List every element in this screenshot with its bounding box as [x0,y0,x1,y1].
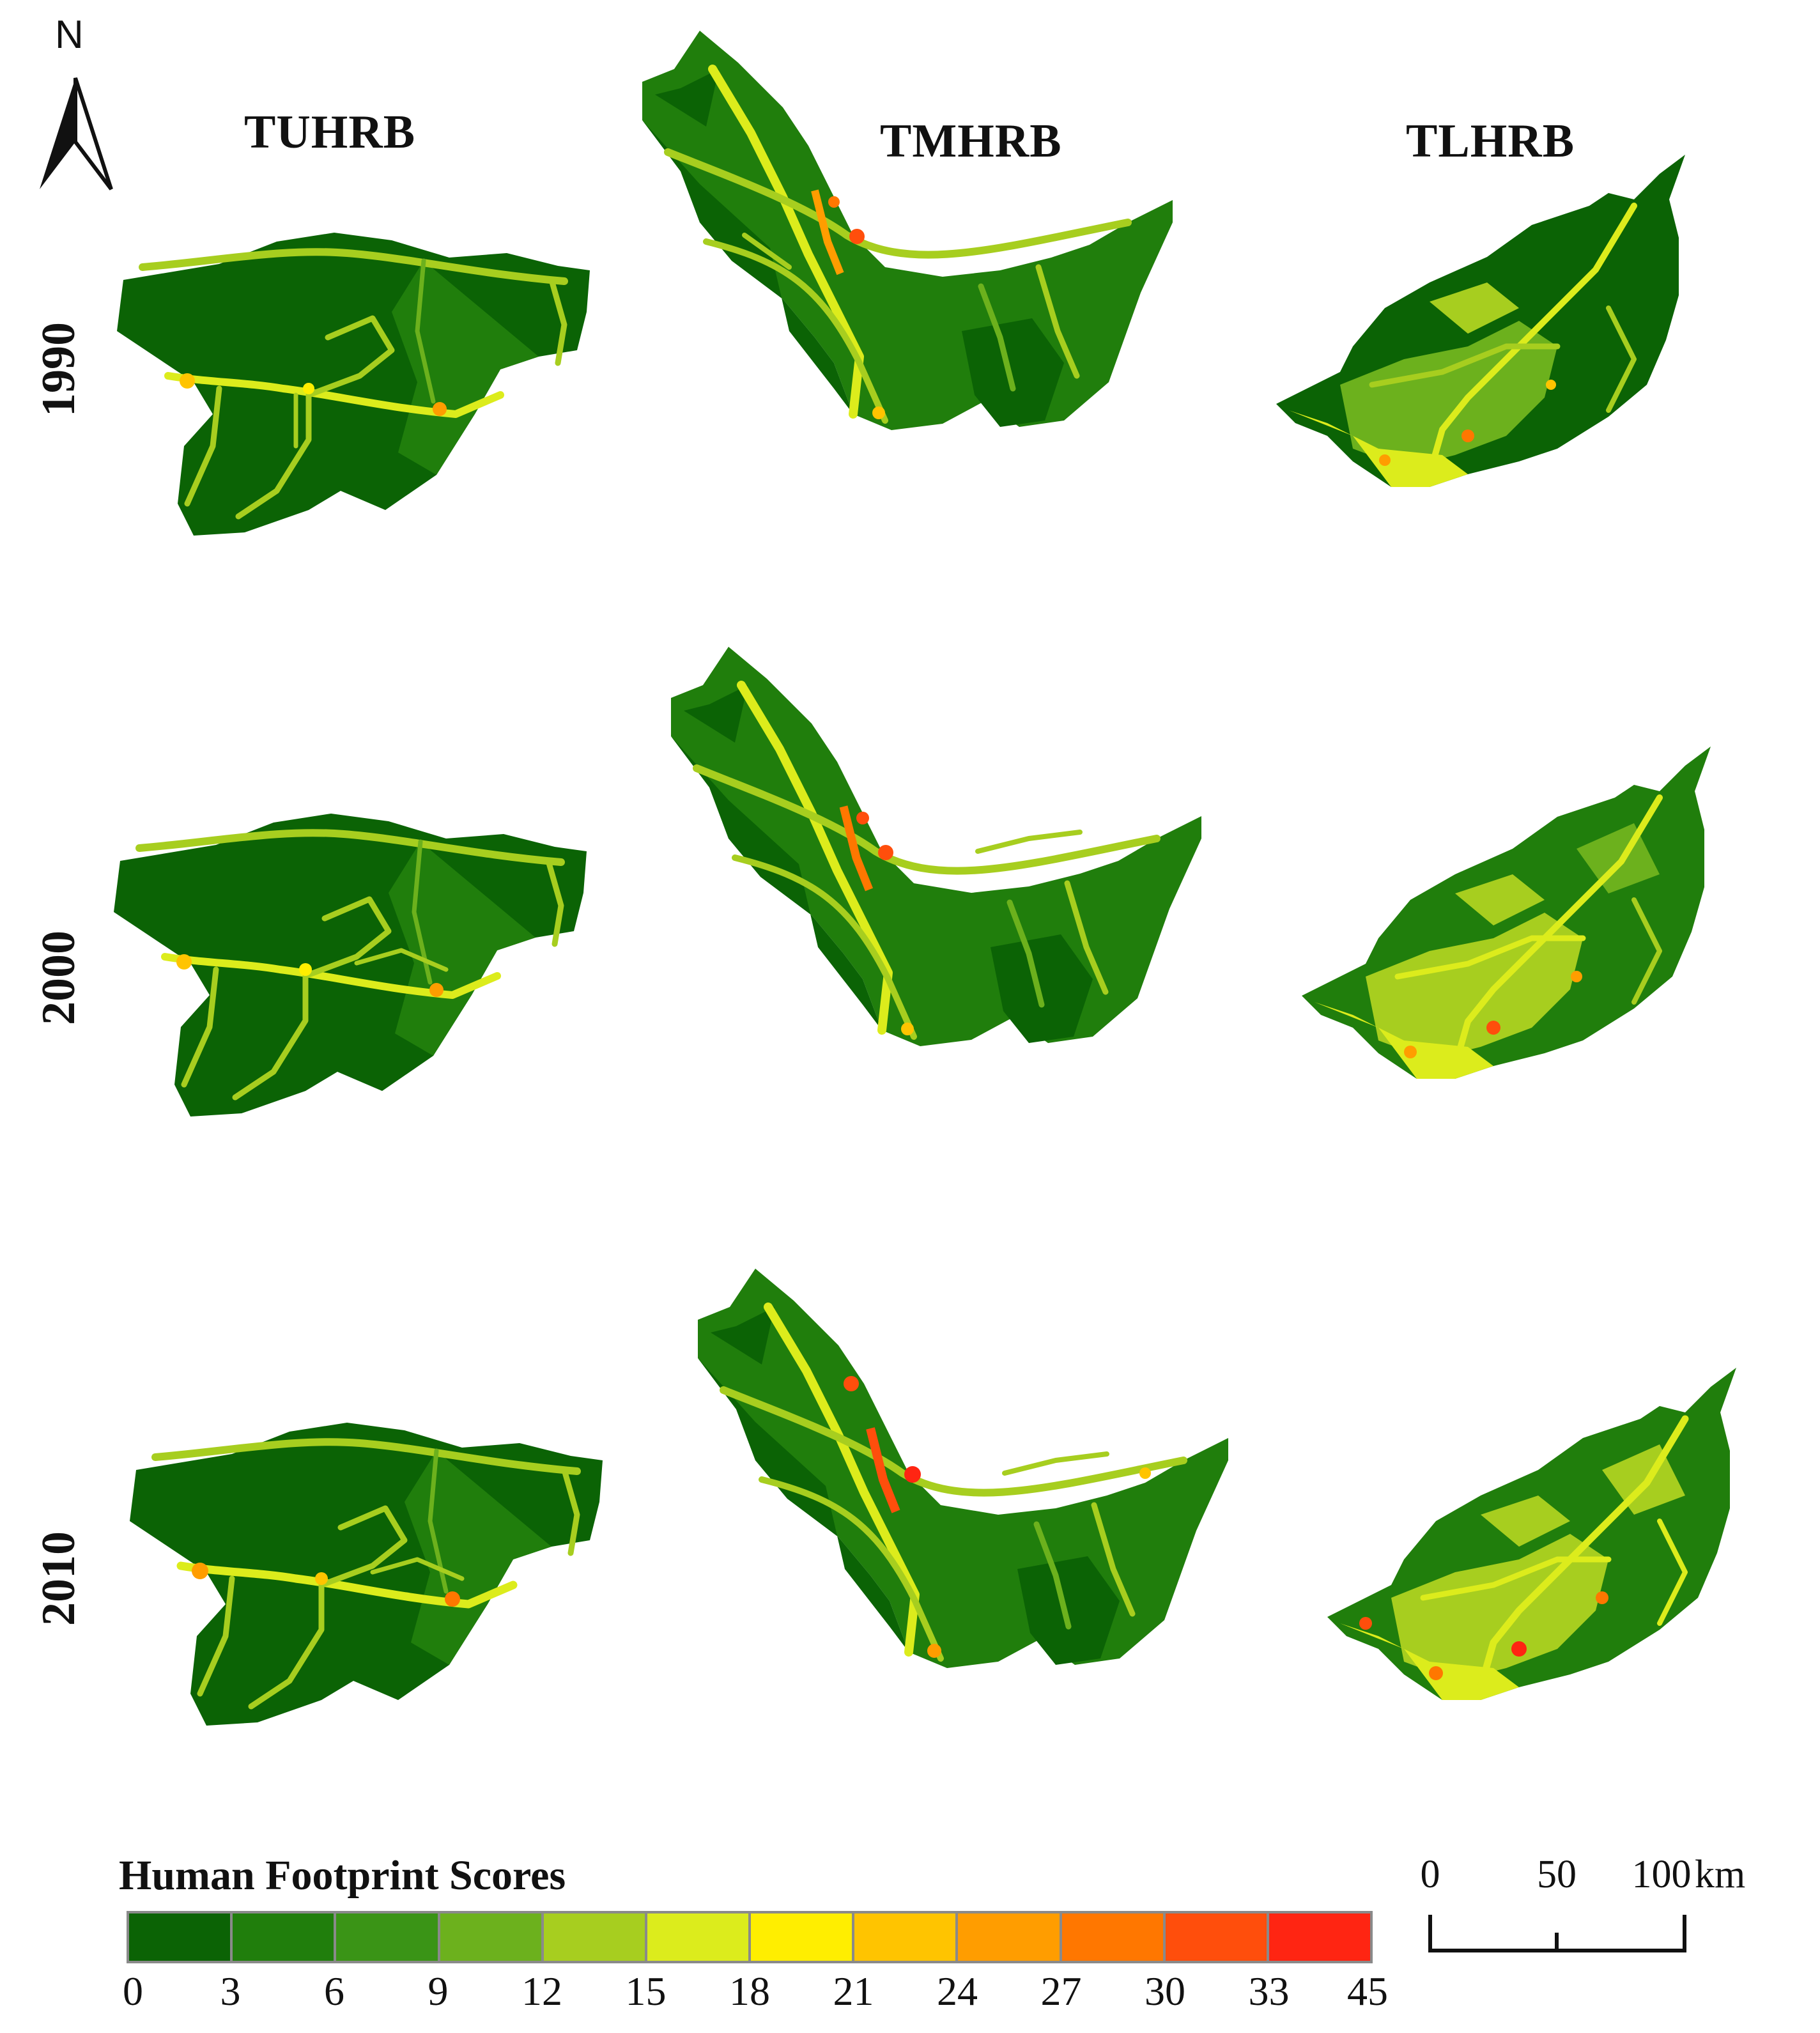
legend-swatch [1165,1913,1267,1961]
legend-tick-label: 33 [1248,1968,1290,2014]
legend-swatch [1269,1913,1371,1961]
map-tuhrb-1990 [117,233,590,536]
legend-swatch [440,1913,541,1961]
legend-tick-label: 45 [1347,1968,1388,2014]
scale-unit: km [1695,1853,1746,1896]
legend-tick-label: 3 [220,1968,241,2014]
map-tlhrb-2000 [1302,746,1711,1079]
map-tuhrb-2010 [130,1423,603,1726]
legend-swatch [751,1913,852,1961]
legend-tick-label: 6 [324,1968,344,2014]
map-tmhrb-2010 [698,1269,1228,1668]
legend-tick-label: 27 [1040,1968,1082,2014]
column-title-tlhrb: TLHRB [1406,115,1575,167]
scale-label-0: 0 [1420,1853,1440,1896]
legend-color-bar [127,1911,1373,1963]
column-title-tuhrb: TUHRB [244,106,416,158]
scale-label-50: 50 [1537,1853,1577,1896]
scale-label-100: 100 [1631,1853,1692,1896]
legend-title: Human Footprint Scores [119,1852,566,1899]
legend-swatch [129,1913,231,1961]
map-tmhrb-1990 [642,31,1173,430]
map-tlhrb-1990 [1276,155,1685,487]
row-label-2000: 2000 [33,931,85,1025]
legend-swatch [1061,1913,1163,1961]
legend-tick-label: 15 [625,1968,667,2014]
map-tuhrb-2000 [114,814,587,1117]
column-title-tmhrb: TMHRB [880,115,1062,167]
row-label-1990: 1990 [33,322,85,417]
legend-swatch [336,1913,438,1961]
legend-tick-label: 18 [729,1968,770,2014]
legend-swatch [233,1913,334,1961]
legend-swatch [543,1913,645,1961]
north-arrow-letter: N [55,13,84,57]
legend-tick-label: 21 [833,1968,874,2014]
map-tmhrb-2000 [671,647,1201,1046]
legend-swatch [958,1913,1060,1961]
legend-tick-label: 9 [428,1968,449,2014]
legend-tick-label: 24 [937,1968,978,2014]
legend-tick-label: 0 [123,1968,143,2014]
legend-swatch [854,1913,956,1961]
map-tlhrb-2010 [1327,1368,1736,1700]
legend-tick-label: 12 [521,1968,562,2014]
north-arrow-icon [40,77,113,190]
legend-swatch [647,1913,749,1961]
legend-tick-label: 30 [1145,1968,1185,2014]
row-label-2010: 2010 [33,1531,85,1626]
scale-bar [1428,1915,1686,1952]
